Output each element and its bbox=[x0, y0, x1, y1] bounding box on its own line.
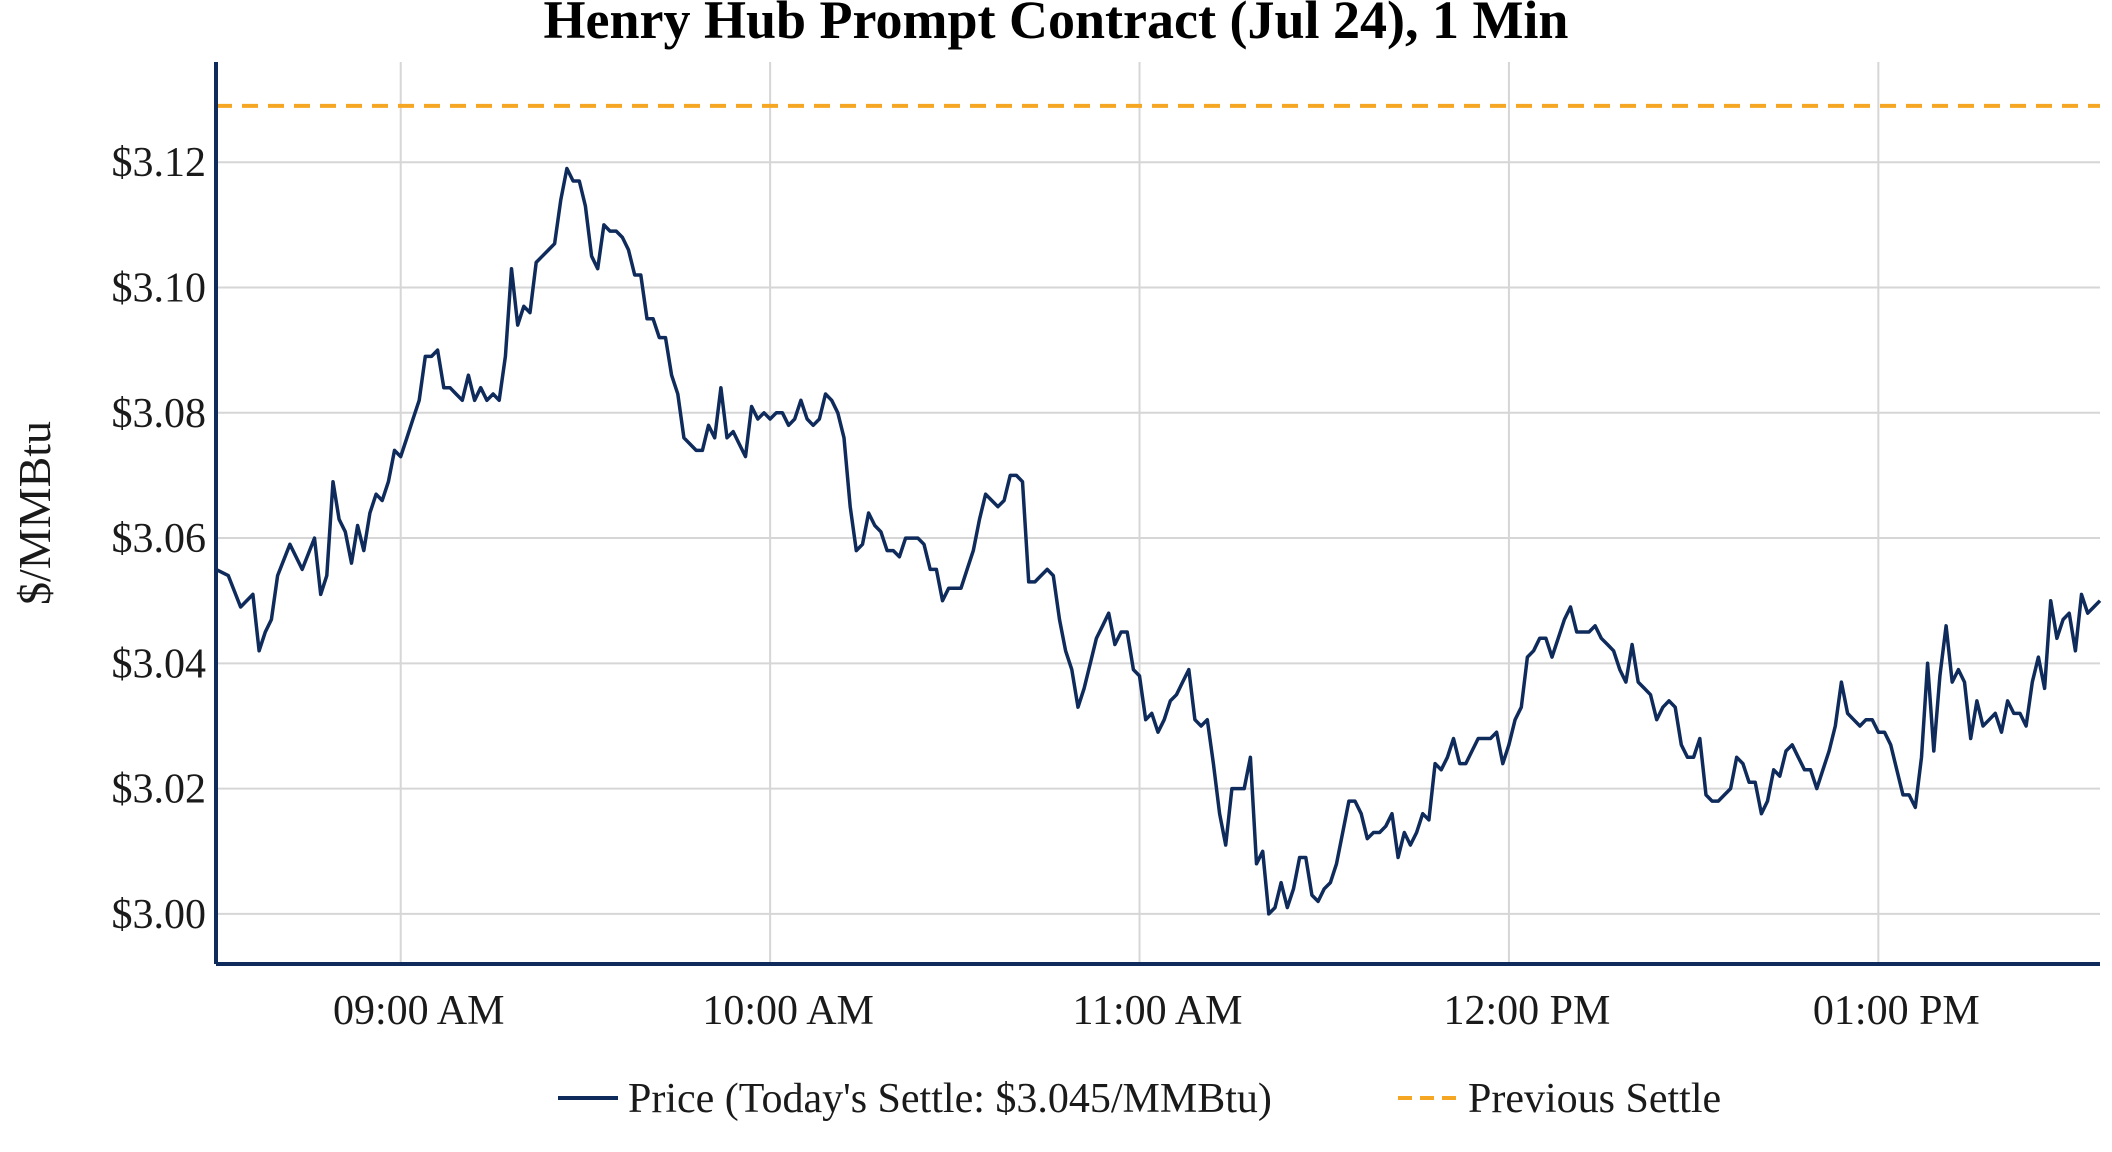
y-tick-label: $3.00 bbox=[112, 892, 207, 938]
x-tick-label: 10:00 AM bbox=[702, 988, 874, 1034]
x-tick-label: 11:00 AM bbox=[1073, 988, 1243, 1034]
price-line bbox=[215, 166, 2102, 916]
legend-price-label: Price (Today's Settle: $3.045/MMBtu) bbox=[628, 1076, 1272, 1122]
x-tick-label: 01:00 PM bbox=[1813, 988, 1980, 1034]
x-tick-label: 12:00 PM bbox=[1444, 988, 1611, 1034]
x-tick-labels: 09:00 AM 10:00 AM 11:00 AM 12:00 PM 01:00 PM bbox=[333, 988, 1980, 1034]
axes-layer bbox=[214, 62, 2100, 966]
legend-previous-settle-label: Previous Settle bbox=[1468, 1076, 1721, 1122]
y-tick-label: $3.08 bbox=[112, 391, 207, 437]
y-tick-label: $3.02 bbox=[112, 767, 207, 813]
y-axis-label: $/MMBtu bbox=[9, 421, 60, 605]
y-tick-label: $3.04 bbox=[112, 641, 207, 687]
grid-layer bbox=[216, 62, 2100, 964]
y-tick-label: $3.10 bbox=[112, 266, 207, 312]
price-series-layer bbox=[215, 166, 2102, 916]
chart-title: Henry Hub Prompt Contract (Jul 24), 1 Mi… bbox=[544, 0, 1569, 50]
x-tick-label: 09:00 AM bbox=[333, 988, 505, 1034]
y-tick-label: $3.12 bbox=[112, 140, 207, 186]
y-tick-label: $3.06 bbox=[112, 516, 207, 562]
legend: Price (Today's Settle: $3.045/MMBtu) Pre… bbox=[558, 1076, 1721, 1122]
y-tick-labels: $3.00 $3.02 $3.04 $3.06 $3.08 $3.10 $3.12 bbox=[112, 140, 207, 938]
